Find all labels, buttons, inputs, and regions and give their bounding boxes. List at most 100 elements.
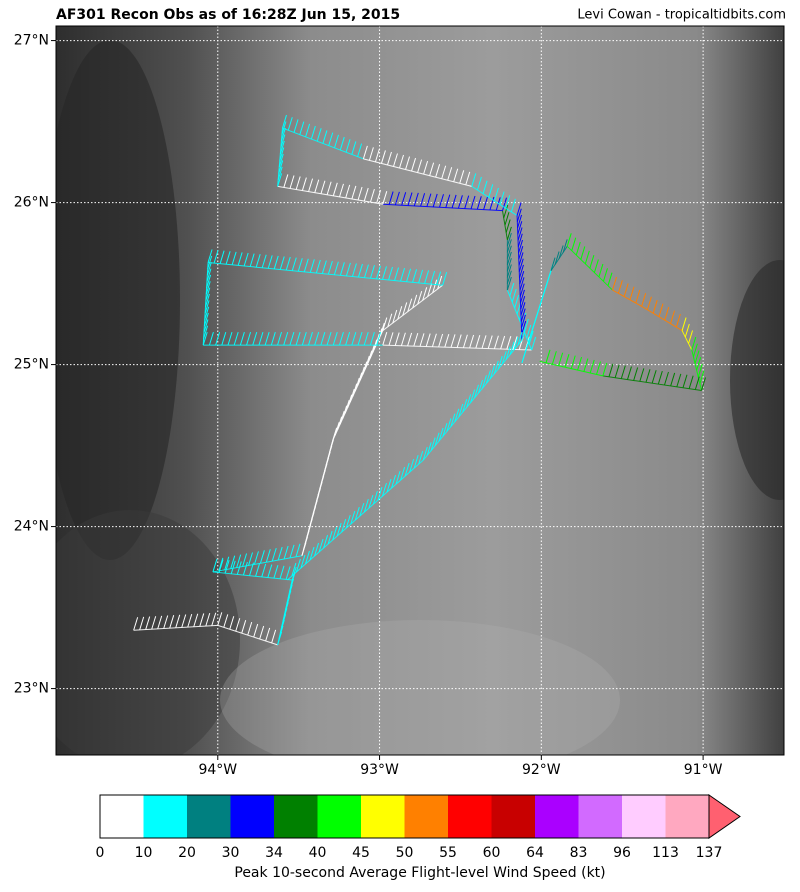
wind-barb xyxy=(277,173,283,187)
wind-barb xyxy=(332,331,338,346)
wind-barb xyxy=(314,331,320,346)
wind-barb xyxy=(413,333,419,347)
wind-barb xyxy=(248,552,253,566)
wind-barb xyxy=(445,194,451,208)
wind-barb xyxy=(169,615,175,629)
wind-barb xyxy=(235,618,241,632)
wind-barb xyxy=(405,156,411,170)
wind-barb xyxy=(320,331,326,346)
wind-barb xyxy=(456,334,462,348)
wind-barb xyxy=(658,303,664,317)
wind-barb xyxy=(332,182,338,196)
wind-barb xyxy=(242,553,248,567)
track-segment xyxy=(208,262,443,286)
wind-barb xyxy=(388,332,394,346)
wind-barb xyxy=(399,154,404,169)
wind-barb xyxy=(351,141,357,155)
wind-barb xyxy=(470,195,476,210)
wind-barb xyxy=(407,332,413,347)
wind-barb xyxy=(476,176,482,191)
wind-barb xyxy=(401,192,407,206)
track-segment xyxy=(133,624,218,631)
wind-barb xyxy=(454,408,460,422)
wind-barb xyxy=(489,196,495,211)
wind-barb xyxy=(357,263,363,278)
wind-barb xyxy=(229,616,235,630)
wind-barb xyxy=(205,612,211,627)
wind-barb xyxy=(273,565,279,579)
wind-barb xyxy=(670,372,676,387)
wind-barb xyxy=(483,196,489,210)
wind-barb xyxy=(374,148,380,163)
wind-barb xyxy=(518,252,524,266)
wind-barb xyxy=(376,190,382,204)
wind-barb xyxy=(326,331,332,346)
wind-barb xyxy=(514,294,520,309)
colorbar-tick-label: 137 xyxy=(696,845,723,861)
wind-barb xyxy=(279,147,285,161)
wind-barb xyxy=(351,263,357,277)
wind-barb xyxy=(394,267,400,281)
wind-barb xyxy=(224,556,230,570)
wind-barb xyxy=(359,366,365,381)
wind-barb xyxy=(265,549,271,563)
x-tick-label: 94°W xyxy=(198,762,237,778)
wind-barb xyxy=(438,427,444,442)
wind-barb xyxy=(261,254,267,268)
wind-barb xyxy=(575,241,581,256)
wind-barb xyxy=(657,370,663,385)
wind-barb xyxy=(444,334,450,348)
wind-barb xyxy=(344,400,350,414)
wind-barb xyxy=(526,324,532,339)
wind-barb xyxy=(451,194,457,209)
wind-barb xyxy=(506,251,512,266)
wind-barb xyxy=(350,510,356,525)
wind-barb xyxy=(369,188,375,203)
wind-barb xyxy=(205,281,211,295)
colorbar-tick-label: 64 xyxy=(526,845,544,861)
colorbar-tick-label: 96 xyxy=(613,845,631,861)
colorbar-tick-label: 34 xyxy=(265,845,283,861)
wind-barb xyxy=(297,258,303,272)
wind-barb xyxy=(478,379,483,394)
wind-barb xyxy=(516,202,522,216)
wind-barb xyxy=(641,293,647,307)
wind-barb xyxy=(562,239,568,253)
wind-barb xyxy=(466,394,472,408)
colorbar-bin xyxy=(361,795,405,838)
wind-barb xyxy=(345,262,351,277)
wind-barb xyxy=(413,192,419,207)
wind-barb xyxy=(304,550,310,565)
track-segment xyxy=(212,571,293,581)
y-tick-label: 26°N xyxy=(14,195,49,211)
wind-barb xyxy=(692,343,698,357)
wind-barb xyxy=(400,332,406,346)
wind-barb xyxy=(334,422,340,436)
wind-barb xyxy=(446,418,452,432)
colorbar-tick-label: 20 xyxy=(178,845,196,861)
wind-barb xyxy=(620,365,626,379)
colorbar-tick-label: 55 xyxy=(439,845,457,861)
wind-barb xyxy=(691,336,697,351)
x-tick-label: 92°W xyxy=(522,762,561,778)
wind-barb xyxy=(357,331,363,346)
wind-barb xyxy=(493,335,499,349)
wind-barb xyxy=(489,365,495,379)
wind-barb xyxy=(447,167,453,181)
wind-barb xyxy=(175,614,181,628)
wind-barb xyxy=(520,302,526,316)
wind-barb xyxy=(462,399,468,413)
wind-barb xyxy=(211,612,217,626)
satellite-image xyxy=(56,26,784,755)
wind-barb xyxy=(627,366,632,380)
wind-barb xyxy=(367,350,373,364)
wind-barb xyxy=(151,616,157,630)
wind-barb xyxy=(481,375,487,389)
x-tick-label: 91°W xyxy=(684,762,723,778)
wind-barb xyxy=(422,447,428,461)
wind-barb xyxy=(258,331,264,346)
wind-barb xyxy=(237,252,243,266)
wind-barb xyxy=(511,288,517,303)
wind-barb xyxy=(400,267,406,282)
